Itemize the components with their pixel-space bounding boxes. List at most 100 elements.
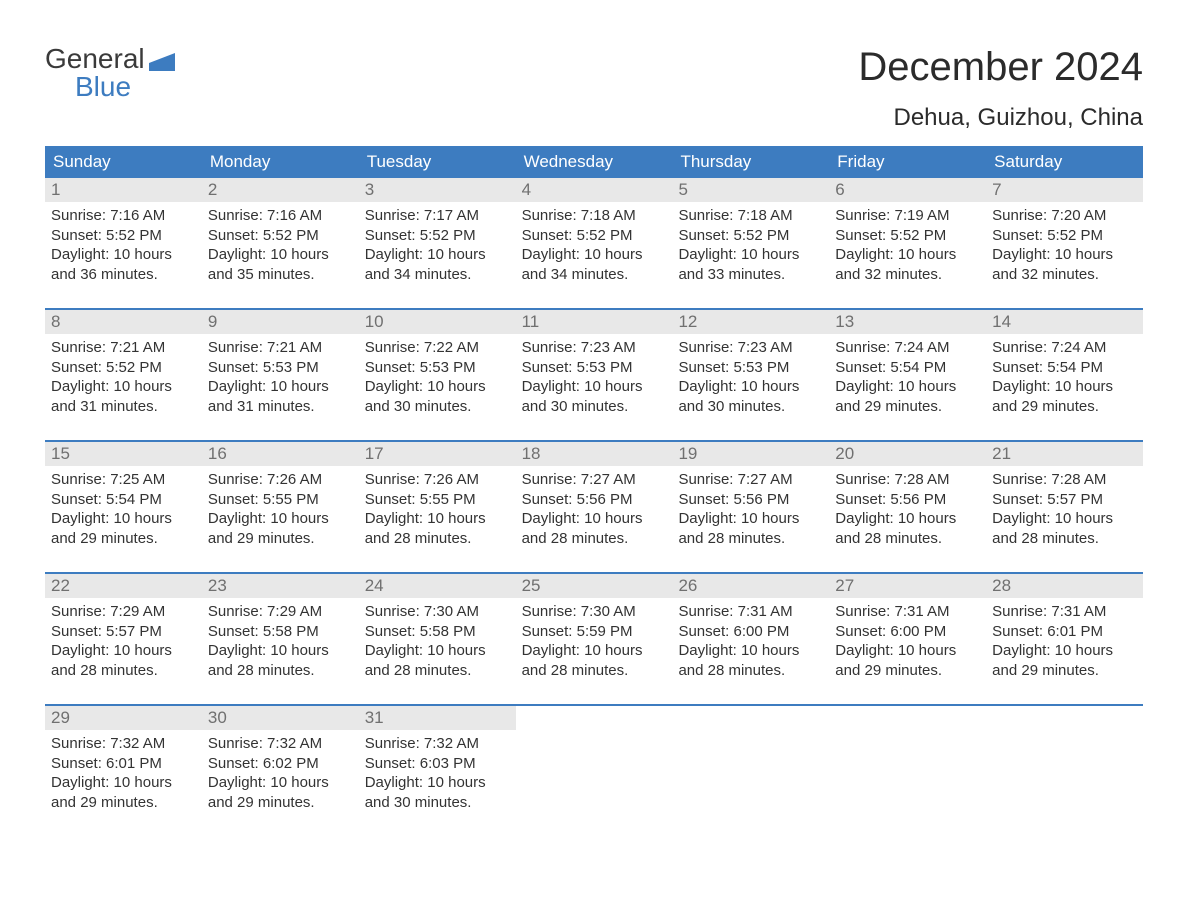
day-cell: 8Sunrise: 7:21 AMSunset: 5:52 PMDaylight… xyxy=(45,310,202,426)
day-cell: 20Sunrise: 7:28 AMSunset: 5:56 PMDayligh… xyxy=(829,442,986,558)
daylight-line: Daylight: 10 hours and 28 minutes. xyxy=(365,641,510,680)
day-cell: 29Sunrise: 7:32 AMSunset: 6:01 PMDayligh… xyxy=(45,706,202,822)
day-cell: 19Sunrise: 7:27 AMSunset: 5:56 PMDayligh… xyxy=(672,442,829,558)
day-cell: 22Sunrise: 7:29 AMSunset: 5:57 PMDayligh… xyxy=(45,574,202,690)
day-number: 1 xyxy=(45,178,202,202)
title-block: December 2024 Dehua, Guizhou, China xyxy=(858,45,1143,132)
week-row: 15Sunrise: 7:25 AMSunset: 5:54 PMDayligh… xyxy=(45,440,1143,558)
daylight-line: Daylight: 10 hours and 28 minutes. xyxy=(208,641,353,680)
day-number: 3 xyxy=(359,178,516,202)
daylight-line: Daylight: 10 hours and 28 minutes. xyxy=(522,509,667,548)
day-number: 31 xyxy=(359,706,516,730)
sunrise-line: Sunrise: 7:25 AM xyxy=(51,470,196,490)
day-details: Sunrise: 7:32 AMSunset: 6:01 PMDaylight:… xyxy=(45,730,202,812)
week-row: 22Sunrise: 7:29 AMSunset: 5:57 PMDayligh… xyxy=(45,572,1143,690)
day-number: 26 xyxy=(672,574,829,598)
sunset-line: Sunset: 6:03 PM xyxy=(365,754,510,774)
sunset-line: Sunset: 5:57 PM xyxy=(992,490,1137,510)
sunrise-line: Sunrise: 7:22 AM xyxy=(365,338,510,358)
day-number: 8 xyxy=(45,310,202,334)
sunset-line: Sunset: 6:01 PM xyxy=(992,622,1137,642)
week-row: 8Sunrise: 7:21 AMSunset: 5:52 PMDaylight… xyxy=(45,308,1143,426)
sunset-line: Sunset: 5:57 PM xyxy=(51,622,196,642)
sunset-line: Sunset: 5:52 PM xyxy=(365,226,510,246)
day-cell: 15Sunrise: 7:25 AMSunset: 5:54 PMDayligh… xyxy=(45,442,202,558)
day-cell: 31Sunrise: 7:32 AMSunset: 6:03 PMDayligh… xyxy=(359,706,516,822)
day-cell: 6Sunrise: 7:19 AMSunset: 5:52 PMDaylight… xyxy=(829,178,986,294)
sunrise-line: Sunrise: 7:18 AM xyxy=(522,206,667,226)
sunrise-line: Sunrise: 7:28 AM xyxy=(992,470,1137,490)
day-cell xyxy=(986,706,1143,822)
sunset-line: Sunset: 6:00 PM xyxy=(678,622,823,642)
logo-text-bottom: Blue xyxy=(75,73,175,101)
day-details xyxy=(672,710,829,714)
sunset-line: Sunset: 5:55 PM xyxy=(365,490,510,510)
day-cell: 3Sunrise: 7:17 AMSunset: 5:52 PMDaylight… xyxy=(359,178,516,294)
day-number: 6 xyxy=(829,178,986,202)
sunrise-line: Sunrise: 7:29 AM xyxy=(51,602,196,622)
sunrise-line: Sunrise: 7:24 AM xyxy=(992,338,1137,358)
day-cell: 11Sunrise: 7:23 AMSunset: 5:53 PMDayligh… xyxy=(516,310,673,426)
day-details: Sunrise: 7:16 AMSunset: 5:52 PMDaylight:… xyxy=(202,202,359,284)
sunset-line: Sunset: 5:56 PM xyxy=(835,490,980,510)
day-cell: 14Sunrise: 7:24 AMSunset: 5:54 PMDayligh… xyxy=(986,310,1143,426)
day-number: 2 xyxy=(202,178,359,202)
sunrise-line: Sunrise: 7:27 AM xyxy=(522,470,667,490)
sunset-line: Sunset: 5:56 PM xyxy=(678,490,823,510)
sunset-line: Sunset: 5:52 PM xyxy=(51,226,196,246)
day-cell: 7Sunrise: 7:20 AMSunset: 5:52 PMDaylight… xyxy=(986,178,1143,294)
sunrise-line: Sunrise: 7:30 AM xyxy=(365,602,510,622)
day-cell: 30Sunrise: 7:32 AMSunset: 6:02 PMDayligh… xyxy=(202,706,359,822)
sunrise-line: Sunrise: 7:20 AM xyxy=(992,206,1137,226)
day-cell: 28Sunrise: 7:31 AMSunset: 6:01 PMDayligh… xyxy=(986,574,1143,690)
day-details: Sunrise: 7:24 AMSunset: 5:54 PMDaylight:… xyxy=(986,334,1143,416)
sunrise-line: Sunrise: 7:16 AM xyxy=(51,206,196,226)
sunset-line: Sunset: 6:00 PM xyxy=(835,622,980,642)
day-details: Sunrise: 7:27 AMSunset: 5:56 PMDaylight:… xyxy=(516,466,673,548)
sunrise-line: Sunrise: 7:27 AM xyxy=(678,470,823,490)
daylight-line: Daylight: 10 hours and 30 minutes. xyxy=(678,377,823,416)
weekday-label: Sunday xyxy=(45,146,202,178)
sunset-line: Sunset: 5:52 PM xyxy=(992,226,1137,246)
sunrise-line: Sunrise: 7:26 AM xyxy=(365,470,510,490)
logo-flag-icon xyxy=(149,53,175,71)
sunrise-line: Sunrise: 7:32 AM xyxy=(208,734,353,754)
weekday-label: Saturday xyxy=(986,146,1143,178)
day-details: Sunrise: 7:28 AMSunset: 5:57 PMDaylight:… xyxy=(986,466,1143,548)
day-number: 27 xyxy=(829,574,986,598)
day-number: 25 xyxy=(516,574,673,598)
week-row: 1Sunrise: 7:16 AMSunset: 5:52 PMDaylight… xyxy=(45,178,1143,294)
sunrise-line: Sunrise: 7:32 AM xyxy=(51,734,196,754)
day-number: 4 xyxy=(516,178,673,202)
daylight-line: Daylight: 10 hours and 31 minutes. xyxy=(51,377,196,416)
sunset-line: Sunset: 5:52 PM xyxy=(678,226,823,246)
day-details xyxy=(829,710,986,714)
day-details: Sunrise: 7:30 AMSunset: 5:59 PMDaylight:… xyxy=(516,598,673,680)
sunrise-line: Sunrise: 7:21 AM xyxy=(208,338,353,358)
sunset-line: Sunset: 5:52 PM xyxy=(835,226,980,246)
day-number: 9 xyxy=(202,310,359,334)
day-number: 13 xyxy=(829,310,986,334)
day-number: 28 xyxy=(986,574,1143,598)
sunrise-line: Sunrise: 7:23 AM xyxy=(522,338,667,358)
day-details xyxy=(516,710,673,714)
day-cell: 25Sunrise: 7:30 AMSunset: 5:59 PMDayligh… xyxy=(516,574,673,690)
day-number: 23 xyxy=(202,574,359,598)
day-details: Sunrise: 7:26 AMSunset: 5:55 PMDaylight:… xyxy=(359,466,516,548)
daylight-line: Daylight: 10 hours and 28 minutes. xyxy=(992,509,1137,548)
sunrise-line: Sunrise: 7:29 AM xyxy=(208,602,353,622)
day-number: 20 xyxy=(829,442,986,466)
day-number: 17 xyxy=(359,442,516,466)
weekday-label: Tuesday xyxy=(359,146,516,178)
sunrise-line: Sunrise: 7:32 AM xyxy=(365,734,510,754)
sunrise-line: Sunrise: 7:30 AM xyxy=(522,602,667,622)
sunrise-line: Sunrise: 7:31 AM xyxy=(835,602,980,622)
sunset-line: Sunset: 5:52 PM xyxy=(522,226,667,246)
day-details: Sunrise: 7:19 AMSunset: 5:52 PMDaylight:… xyxy=(829,202,986,284)
day-details: Sunrise: 7:20 AMSunset: 5:52 PMDaylight:… xyxy=(986,202,1143,284)
sunset-line: Sunset: 6:01 PM xyxy=(51,754,196,774)
sunrise-line: Sunrise: 7:28 AM xyxy=(835,470,980,490)
sunset-line: Sunset: 5:58 PM xyxy=(365,622,510,642)
day-details: Sunrise: 7:29 AMSunset: 5:58 PMDaylight:… xyxy=(202,598,359,680)
day-cell: 21Sunrise: 7:28 AMSunset: 5:57 PMDayligh… xyxy=(986,442,1143,558)
